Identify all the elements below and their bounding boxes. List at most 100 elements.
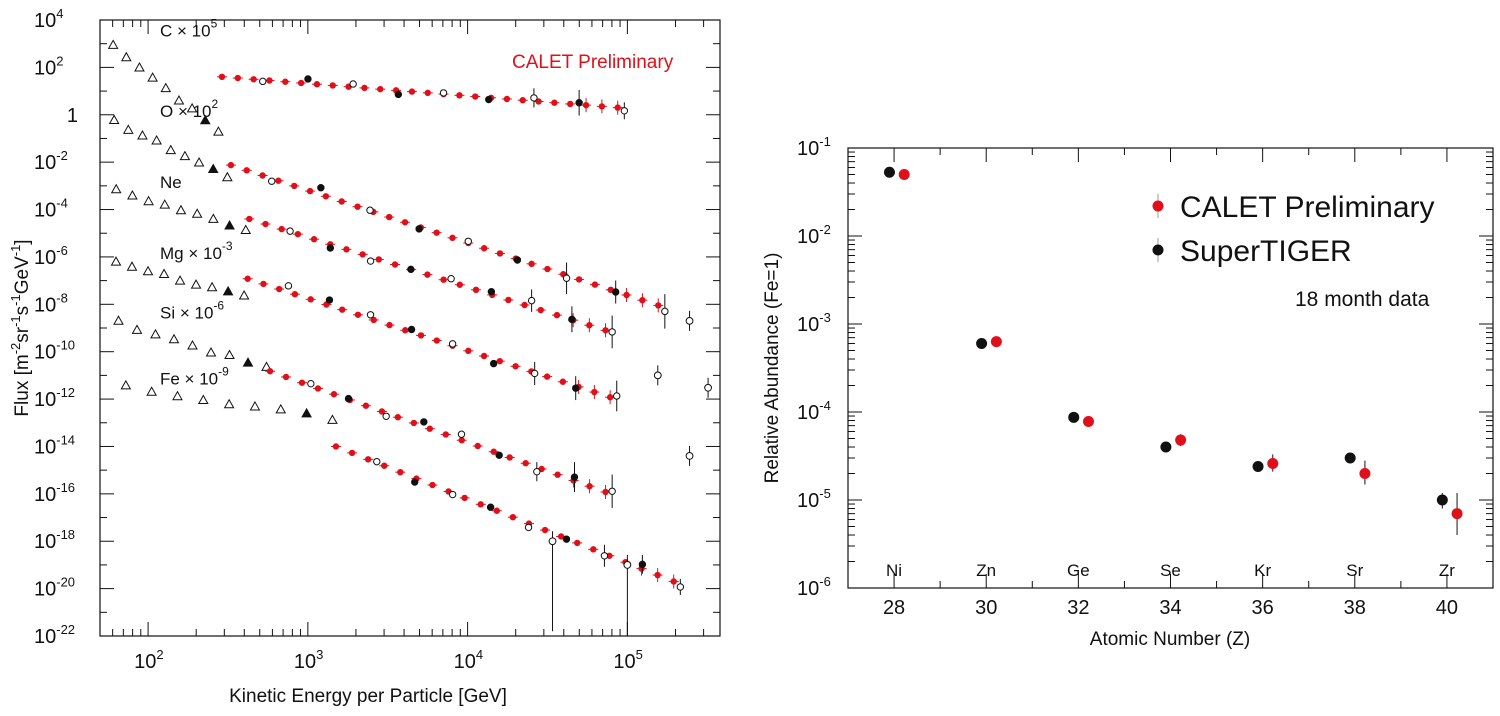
calet-flux-point <box>602 327 609 334</box>
y-tick-label: 10-14 <box>34 432 75 458</box>
calet-flux-point <box>329 82 336 89</box>
calet-flux-point <box>314 385 322 392</box>
calet-flux-point <box>294 230 302 238</box>
calet-flux-point <box>639 296 646 304</box>
y-tick-label: 10-4 <box>797 398 831 424</box>
left-y-axis-label: Flux [m-2sr-1s-1GeV-1] <box>8 239 33 416</box>
calet-flux-point <box>472 93 479 100</box>
other-flux-point <box>286 227 294 235</box>
other-flux-point <box>570 473 579 481</box>
y-tick-label: 10-12 <box>34 385 75 411</box>
other-flux-point <box>613 392 621 400</box>
calet-flux-point <box>378 408 386 415</box>
calet-flux-point <box>582 101 590 109</box>
calet-flux-point <box>370 316 377 324</box>
legacy-triangle-point <box>242 357 254 367</box>
calet-flux-point <box>623 291 630 299</box>
calet-flux-point <box>278 225 285 233</box>
legacy-triangle-point <box>107 39 119 49</box>
other-flux-point <box>373 457 381 466</box>
supertiger-abundance-point <box>1252 461 1264 473</box>
calet-flux-point <box>410 419 418 427</box>
calet-flux-point <box>465 347 472 355</box>
other-flux-point <box>600 552 609 560</box>
element-symbol-sr: Sr <box>1346 561 1363 580</box>
calet-flux-point <box>306 187 314 195</box>
calet-flux-point <box>244 275 251 282</box>
other-flux-point <box>304 75 312 83</box>
calet-flux-point <box>553 311 561 319</box>
calet-flux-point <box>291 182 298 190</box>
legacy-triangle-point <box>187 340 198 350</box>
legacy-triangle-point <box>206 281 218 292</box>
element-symbol-kr: Kr <box>1254 561 1271 580</box>
calet-flux-point <box>275 177 282 184</box>
legacy-triangle-point <box>160 82 172 93</box>
legacy-triangle-point <box>108 114 120 124</box>
legacy-triangle-point <box>193 157 205 167</box>
legacy-triangle-point <box>158 268 170 278</box>
y-tick-label: 10-2 <box>34 148 68 174</box>
other-flux-point <box>533 467 541 476</box>
legacy-triangle-point <box>301 407 312 418</box>
calet-flux-point <box>521 301 528 309</box>
x-tick-label: 28 <box>883 597 905 619</box>
calet-flux-point <box>543 373 551 380</box>
element-symbol-labels: Ni Zn Ge Se Kr Sr Zr <box>886 561 1455 580</box>
calet-flux-point <box>496 357 504 365</box>
calet-flux-point <box>424 271 431 278</box>
calet-flux-point <box>386 321 393 329</box>
element-symbol-zr: Zr <box>1439 561 1455 580</box>
legacy-triangle-point <box>190 279 202 289</box>
y-tick-label: 10-3 <box>797 310 831 336</box>
other-flux-point <box>439 89 448 97</box>
legacy-triangle-point <box>275 403 287 414</box>
legacy-triangle-point <box>205 347 217 357</box>
calet-flux-point <box>339 306 346 313</box>
calet-flux-point <box>359 251 366 258</box>
calet-flux-point <box>433 337 440 344</box>
other-flux-point <box>495 451 503 459</box>
other-flux-point <box>325 296 334 304</box>
calet-abundance-point <box>1359 468 1371 480</box>
calet-flux-point <box>426 425 434 432</box>
calet-flux-point <box>354 311 362 318</box>
left-y-axis: 104 102 1 10-2 10-4 10-6 10-8 10-10 10-12 10-14 10… <box>34 6 720 648</box>
left-data-points <box>107 39 712 636</box>
other-flux-point <box>513 256 522 264</box>
calet-flux-point <box>385 213 393 221</box>
calet-flux-point <box>246 215 253 223</box>
supertiger-abundance-point <box>1160 441 1172 453</box>
calet-flux-point <box>297 79 305 87</box>
other-flux-point <box>284 282 293 290</box>
other-flux-point <box>317 183 325 192</box>
legacy-triangle-point <box>224 349 235 360</box>
other-flux-point <box>575 99 583 107</box>
calet-flux-point <box>291 290 299 298</box>
other-flux-point <box>448 340 457 348</box>
right-y-axis: 10-1 10-2 10-3 10-4 10-5 10-6 <box>797 134 1493 600</box>
other-flux-point <box>562 274 571 282</box>
calet-flux-point <box>567 100 574 108</box>
calet-flux-point <box>259 172 266 179</box>
element-label-mg: Mg × 10-3 <box>160 239 233 263</box>
legacy-triangle-point <box>151 135 162 145</box>
calet-flux-point <box>598 103 606 110</box>
calet-flux-point <box>424 89 431 97</box>
y-tick-label: 10-18 <box>34 527 75 553</box>
legacy-triangle-point <box>126 261 138 271</box>
right-y-axis-label: Relative Abundance (Fe=1) <box>762 253 783 484</box>
legacy-triangle-point <box>150 328 161 339</box>
legacy-triangle-point <box>261 361 272 371</box>
other-flux-point <box>487 287 496 296</box>
calet-flux-point <box>377 85 384 93</box>
calet-flux-point <box>234 74 241 82</box>
other-flux-point <box>268 177 276 185</box>
calet-flux-point <box>227 161 235 169</box>
other-flux-point <box>366 311 375 319</box>
legacy-triangle-point <box>110 183 122 194</box>
calet-flux-point <box>282 78 289 85</box>
legacy-triangle-point <box>142 265 154 276</box>
x-tick-label: 104 <box>454 647 483 673</box>
calet-flux-point <box>417 332 425 339</box>
